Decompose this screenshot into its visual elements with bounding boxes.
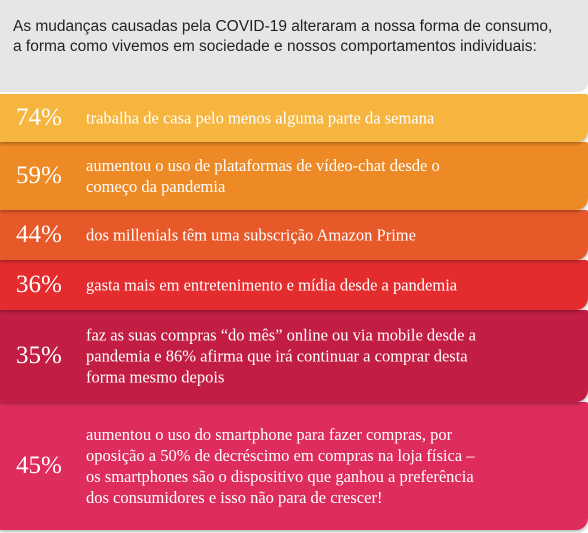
stat-description-line: gasta mais em entretenimento e mídia des… bbox=[86, 275, 458, 295]
stat-row-smartphone-shopping: 45% aumentou o uso do smartphone para fa… bbox=[0, 402, 588, 530]
stat-row-amazon-prime: 44% dos millenials têm uma subscrição Am… bbox=[0, 210, 588, 260]
stat-row-entertainment: 36% gasta mais em entretenimento e mídia… bbox=[0, 260, 588, 310]
stat-description-line: forma mesmo depois bbox=[86, 367, 225, 387]
intro-text-line-2: a forma como vivemos em sociedade e noss… bbox=[13, 38, 537, 55]
stat-description: gasta mais em entretenimento e mídia des… bbox=[86, 275, 580, 296]
stat-description-line: os smartphones são o dispositivo que gan… bbox=[86, 467, 474, 486]
intro-banner: As mudanças causadas pela COVID-19 alter… bbox=[0, 0, 588, 92]
stat-description: trabalha de casa pelo menos alguma parte… bbox=[86, 108, 580, 129]
stat-description-line: aumentou o uso de plataformas de vídeo-c… bbox=[86, 156, 440, 175]
stat-description-line: oposição a 50% de decréscimo em compras … bbox=[86, 446, 475, 465]
stat-percent: 45% bbox=[16, 452, 62, 479]
stat-description-line: faz as suas compras “do mês” online ou v… bbox=[86, 325, 476, 345]
stat-description-line: começo da pandemia bbox=[86, 177, 226, 196]
stat-percent: 74% bbox=[16, 104, 62, 131]
stat-description: aumentou o uso de plataformas de vídeo-c… bbox=[86, 155, 580, 197]
stat-description-line: dos millenials têm uma subscrição Amazon… bbox=[86, 225, 416, 245]
stat-description: dos millenials têm uma subscrição Amazon… bbox=[86, 225, 580, 246]
stat-description-line: dos consumidores e isso não para de cres… bbox=[86, 488, 383, 507]
intro-text: As mudanças causadas pela COVID-19 alter… bbox=[13, 17, 583, 57]
stat-description-line: aumentou o uso do smartphone para fazer … bbox=[86, 425, 453, 444]
stat-percent: 59% bbox=[16, 162, 62, 189]
stat-description-line: trabalha de casa pelo menos alguma parte… bbox=[86, 108, 435, 128]
stat-percent: 44% bbox=[16, 221, 62, 248]
stat-description: aumentou o uso do smartphone para fazer … bbox=[86, 424, 580, 508]
stat-percent: 36% bbox=[16, 271, 62, 298]
stat-row-work-from-home: 74% trabalha de casa pelo menos alguma p… bbox=[0, 94, 588, 142]
stat-row-video-chat: 59% aumentou o uso de plataformas de víd… bbox=[0, 142, 588, 210]
stat-description: faz as suas compras “do mês” online ou v… bbox=[86, 325, 580, 388]
stat-row-online-shopping: 35% faz as suas compras “do mês” online … bbox=[0, 310, 588, 402]
stat-percent: 35% bbox=[16, 342, 62, 369]
intro-text-line-1: As mudanças causadas pela COVID-19 alter… bbox=[13, 18, 553, 35]
stat-description-line: pandemia e 86% afirma que irá continuar … bbox=[86, 346, 468, 366]
